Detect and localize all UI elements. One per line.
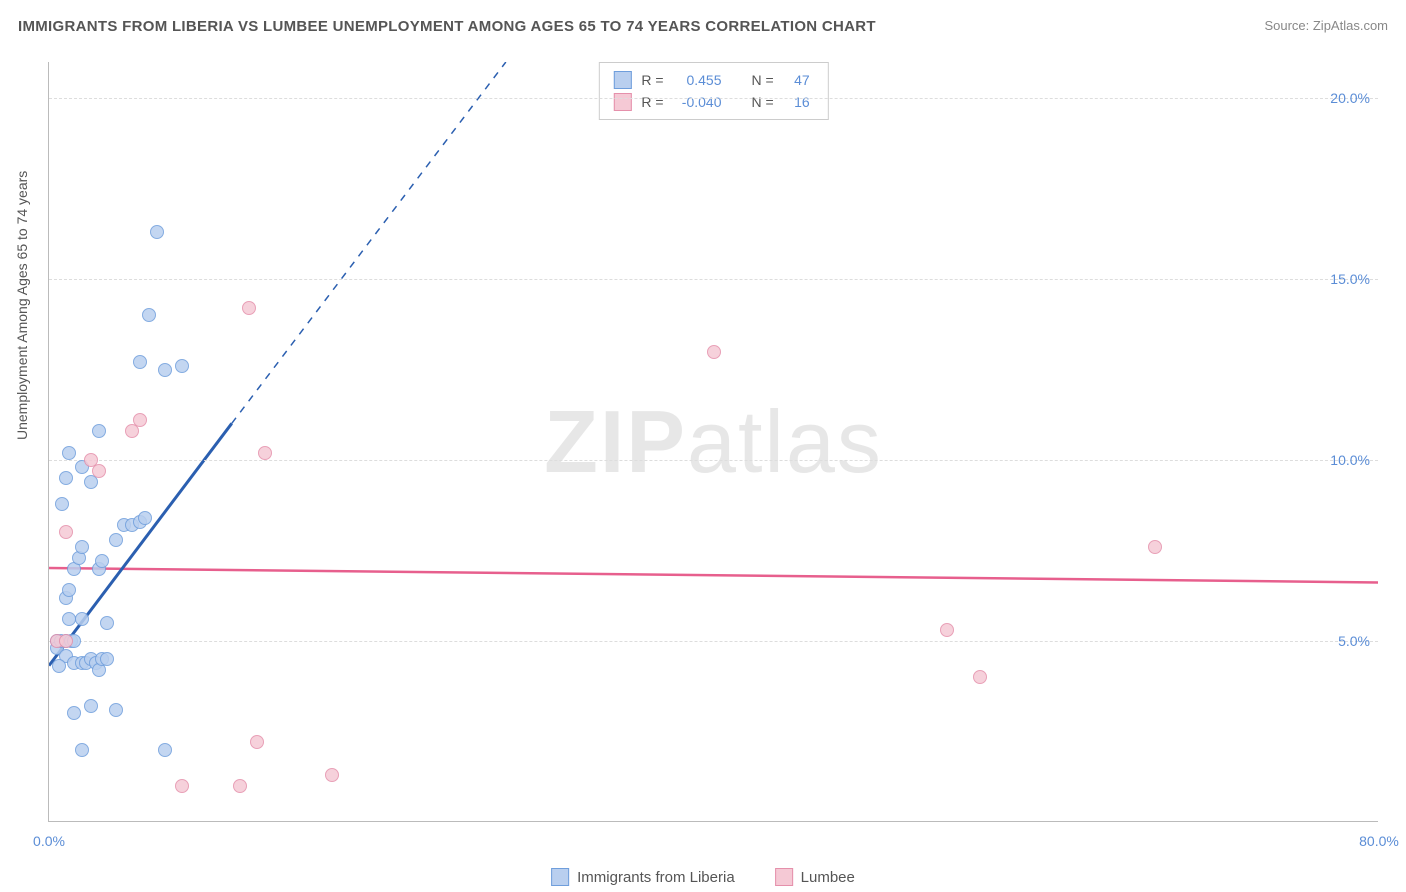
trend-lines <box>49 62 1378 821</box>
y-axis-label: Unemployment Among Ages 65 to 74 years <box>14 171 30 440</box>
y-tick-label: 20.0% <box>1330 90 1370 106</box>
bottom-legend: Immigrants from Liberia Lumbee <box>551 868 855 886</box>
data-point-a <box>75 743 89 757</box>
data-point-a <box>100 652 114 666</box>
x-tick-label: 0.0% <box>33 833 65 849</box>
data-point-b <box>707 345 721 359</box>
data-point-a <box>138 511 152 525</box>
legend-swatch <box>613 93 631 111</box>
legend-swatch <box>775 868 793 886</box>
data-point-a <box>158 743 172 757</box>
legend-item: Immigrants from Liberia <box>551 868 735 886</box>
gridline <box>49 279 1378 280</box>
stats-legend: R = 0.455 N = 47 R = -0.040 N = 16 <box>598 62 828 120</box>
stats-row: R = -0.040 N = 16 <box>613 91 809 113</box>
data-point-a <box>62 446 76 460</box>
r-value: -0.040 <box>674 91 722 113</box>
data-point-a <box>75 540 89 554</box>
y-tick-label: 5.0% <box>1338 633 1370 649</box>
data-point-b <box>325 768 339 782</box>
data-point-b <box>92 464 106 478</box>
data-point-b <box>258 446 272 460</box>
n-label: N = <box>752 91 774 113</box>
y-tick-label: 15.0% <box>1330 271 1370 287</box>
n-label: N = <box>752 69 774 91</box>
data-point-b <box>242 301 256 315</box>
data-point-a <box>59 471 73 485</box>
data-point-a <box>55 497 69 511</box>
legend-label: Lumbee <box>801 869 855 886</box>
data-point-b <box>59 634 73 648</box>
r-label: R = <box>641 91 663 113</box>
legend-swatch <box>551 868 569 886</box>
data-point-a <box>109 533 123 547</box>
data-point-a <box>62 612 76 626</box>
data-point-b <box>133 413 147 427</box>
data-point-a <box>67 706 81 720</box>
data-point-a <box>100 616 114 630</box>
stats-row: R = 0.455 N = 47 <box>613 69 809 91</box>
data-point-b <box>175 779 189 793</box>
data-point-b <box>59 525 73 539</box>
r-value: 0.455 <box>674 69 722 91</box>
n-value: 47 <box>784 69 810 91</box>
data-point-b <box>940 623 954 637</box>
gridline <box>49 98 1378 99</box>
data-point-a <box>175 359 189 373</box>
source-attribution: Source: ZipAtlas.com <box>1264 18 1388 33</box>
data-point-a <box>62 583 76 597</box>
data-point-b <box>233 779 247 793</box>
chart-title: IMMIGRANTS FROM LIBERIA VS LUMBEE UNEMPL… <box>18 18 876 35</box>
data-point-a <box>158 363 172 377</box>
legend-swatch <box>613 71 631 89</box>
data-point-b <box>973 670 987 684</box>
y-tick-label: 10.0% <box>1330 452 1370 468</box>
gridline <box>49 641 1378 642</box>
data-point-b <box>1148 540 1162 554</box>
data-point-a <box>150 225 164 239</box>
n-value: 16 <box>784 91 810 113</box>
data-point-a <box>142 308 156 322</box>
watermark: ZIPatlas <box>544 391 883 493</box>
legend-label: Immigrants from Liberia <box>577 869 735 886</box>
legend-item: Lumbee <box>775 868 855 886</box>
data-point-a <box>84 699 98 713</box>
data-point-a <box>109 703 123 717</box>
data-point-a <box>92 424 106 438</box>
data-point-a <box>95 554 109 568</box>
r-label: R = <box>641 69 663 91</box>
scatter-plot: ZIPatlas R = 0.455 N = 47 R = -0.040 N = 16 5.0… <box>48 62 1378 822</box>
data-point-b <box>250 735 264 749</box>
gridline <box>49 460 1378 461</box>
data-point-a <box>133 355 147 369</box>
x-tick-label: 80.0% <box>1359 833 1399 849</box>
data-point-a <box>52 659 66 673</box>
data-point-a <box>75 612 89 626</box>
